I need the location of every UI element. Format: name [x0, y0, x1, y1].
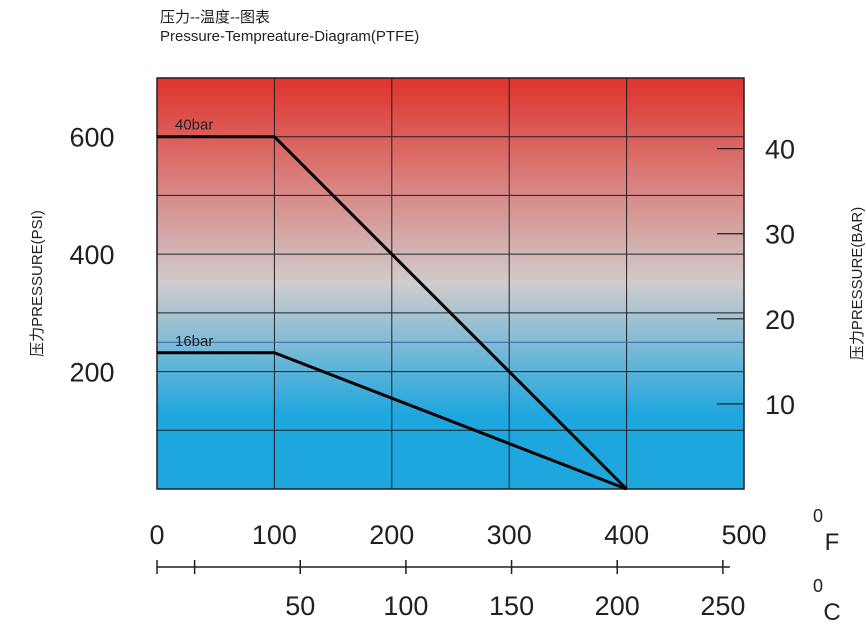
y-tick-label-bar: 20: [765, 305, 795, 335]
series-label-40bar: 40bar: [175, 117, 213, 134]
x-tick-label-f: 500: [721, 520, 766, 550]
x-tick-label-c: 200: [595, 591, 640, 621]
x-tick-label-c: 100: [383, 591, 428, 621]
x-tick-label-c: 50: [285, 591, 315, 621]
x-unit-f: F: [825, 529, 840, 556]
series-line-40bar: [157, 135, 628, 491]
x-unit-sup-f: 0: [813, 506, 823, 526]
y-axis-title-bar: 压力PRESSURE(BAR): [849, 207, 866, 360]
series-line-16bar: [157, 351, 628, 491]
x-unit-sup-c: 0: [813, 576, 823, 596]
x-tick-label-f: 0: [149, 520, 164, 550]
x-unit-c: C: [823, 599, 840, 626]
x-tick-label-f: 100: [252, 520, 297, 550]
plot-frame: [156, 77, 745, 490]
y-tick-label-bar: 10: [765, 390, 795, 420]
series: 40bar 16bar: [157, 117, 628, 491]
x-tick-label-f: 300: [487, 520, 532, 550]
y-tick-label-bar: 30: [765, 220, 795, 250]
y-tick-label-psi: 400: [69, 240, 114, 270]
chart-title: 压力--温度--图表: [160, 9, 270, 26]
series-label-16bar: 16bar: [175, 333, 213, 350]
x-tick-label-c: 150: [489, 591, 534, 621]
y-tick-label-bar: 40: [765, 135, 795, 165]
y-axis-title-psi: 压力PRESSURE(PSI): [29, 210, 46, 357]
plot-area: [157, 78, 744, 489]
chart-subtitle: Pressure-Tempreature-Diagram(PTFE): [160, 28, 420, 45]
y-tick-label-psi: 200: [69, 358, 114, 388]
x-tick-label-f: 200: [369, 520, 414, 550]
y-tick-label-psi: 600: [69, 123, 114, 153]
x-tick-label-c: 250: [700, 591, 745, 621]
grid: [157, 78, 744, 489]
x-tick-label-f: 400: [604, 520, 649, 550]
axes: 200 400 600 10 20 30 40 压力PRESSURE(PSI) 压力PRESSU…: [29, 123, 866, 626]
